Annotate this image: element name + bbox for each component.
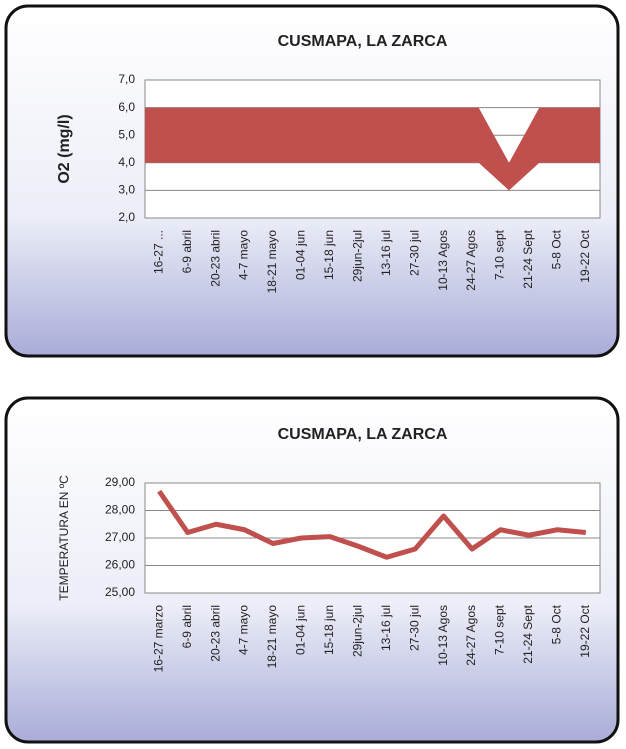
x-tick-label: 20-23 abril — [208, 230, 222, 287]
x-tick-label: 24-27 Agos — [464, 230, 478, 291]
y-tick-label: 2,0 — [118, 210, 135, 224]
y-tick-label: 27,00 — [105, 530, 135, 544]
x-tick-label: 4-7 mayo — [237, 230, 251, 280]
y-axis-label: TEMPERATURA EN ºC — [57, 475, 71, 601]
y-tick-label: 6,0 — [118, 100, 135, 114]
x-tick-label: 20-23 abril — [208, 605, 222, 662]
x-tick-label: 7-10 sept — [493, 604, 507, 655]
x-tick-label: 15-18 jun — [322, 230, 336, 280]
line — [157, 489, 587, 560]
chart-title: CUSMAPA, LA ZARCA — [278, 426, 448, 443]
x-tick-label: 21-24 Sept — [521, 604, 535, 663]
x-tick-label: 29jun-2jul — [350, 605, 364, 657]
x-tick-label: 16-27 marzo — [151, 605, 165, 673]
x-tick-label: 01-04 jun — [294, 230, 308, 280]
x-tick-label: 18-21 mayo — [265, 230, 279, 294]
y-tick-label: 29,00 — [105, 475, 135, 489]
x-tick-label: 29jun-2jul — [350, 230, 364, 282]
x-tick-label: 5-8 Oct — [550, 229, 564, 269]
x-tick-label: 10-13 Agos — [436, 605, 450, 666]
x-tick-label: 16-27 ... — [151, 230, 165, 274]
x-tick-label: 19-22 Oct — [578, 604, 592, 657]
y-tick-label: 3,0 — [118, 183, 135, 197]
chart-title: CUSMAPA, LA ZARCA — [278, 33, 448, 50]
x-tick-label: 15-18 jun — [322, 605, 336, 655]
x-tick-label: 10-13 Agos — [436, 230, 450, 291]
x-tick-label: 18-21 mayo — [265, 605, 279, 669]
x-tick-label: 6-9 abril — [180, 605, 194, 648]
y-tick-label: 4,0 — [118, 155, 135, 169]
x-tick-label: 24-27 Agos — [464, 605, 478, 666]
x-tick-label: 01-04 jun — [294, 605, 308, 655]
y-tick-label: 7,0 — [118, 72, 135, 86]
x-tick-label: 21-24 Sept — [521, 229, 535, 288]
x-tick-label: 27-30 jul — [407, 605, 421, 651]
x-tick-label: 27-30 jul — [407, 230, 421, 276]
x-tick-label: 5-8 Oct — [550, 604, 564, 644]
x-tick-label: 13-16 jul — [379, 230, 393, 276]
x-tick-label: 19-22 Oct — [578, 229, 592, 282]
x-tick-label: 7-10 sept — [493, 229, 507, 280]
x-tick-label: 6-9 abril — [180, 230, 194, 273]
x-tick-label: 13-16 jul — [379, 605, 393, 651]
y-tick-label: 25,00 — [105, 585, 135, 599]
range-band — [145, 107, 600, 191]
y-axis-label: O2 (mg/l) — [56, 114, 73, 183]
y-tick-label: 5,0 — [118, 127, 135, 141]
x-tick-label: 4-7 mayo — [237, 605, 251, 655]
y-tick-label: 26,00 — [105, 558, 135, 572]
y-tick-label: 28,00 — [105, 503, 135, 517]
